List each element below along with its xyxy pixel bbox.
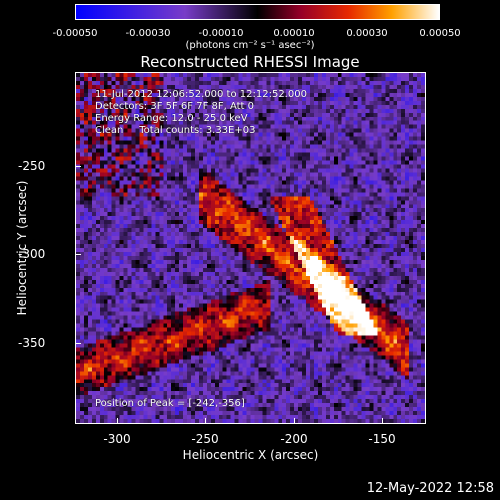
colorbar-units: (photons cm⁻² s⁻¹ asec⁻²) xyxy=(185,40,315,51)
y-axis-label: Heliocentric Y (arcsec) xyxy=(15,180,29,316)
colorbar xyxy=(75,4,440,20)
x-tick-label: -300 xyxy=(103,432,131,446)
clean-counts-text: Clean Total counts: 3.33E+03 xyxy=(95,125,256,136)
x-tick-mark xyxy=(117,418,118,424)
x-tick-mark xyxy=(205,418,206,424)
detectors-text: Detectors: 3F 5F 6F 7F 8F, Att 0 xyxy=(95,101,255,112)
x-tick-label: -150 xyxy=(368,432,396,446)
y-tick-mark xyxy=(75,166,81,167)
heatmap-image xyxy=(76,73,425,423)
timestamp: 12-May-2022 12:58 xyxy=(366,481,494,496)
energy-range-text: Energy Range: 12.0 - 25.0 keV xyxy=(95,113,248,124)
colorbar-tick-label: -0.00010 xyxy=(198,28,244,39)
y-tick-label: -350 xyxy=(18,336,46,350)
solar-image-plot: 11-Jul-2012 12:06:52.000 to 12:12:52.000… xyxy=(75,72,426,424)
colorbar-tick-label: 0.00010 xyxy=(273,28,315,39)
observation-time: 11-Jul-2012 12:06:52.000 to 12:12:52.000 xyxy=(95,89,307,100)
y-tick-label: -300 xyxy=(18,247,46,261)
x-tick-label: -250 xyxy=(191,432,219,446)
colorbar-tick-label: 0.00030 xyxy=(346,28,388,39)
y-tick-label: -250 xyxy=(18,159,46,173)
y-tick-mark xyxy=(75,343,81,344)
colorbar-tick-label: -0.00030 xyxy=(125,28,171,39)
image-title: Reconstructed RHESSI Image xyxy=(140,53,360,71)
x-tick-mark xyxy=(294,418,295,424)
x-tick-label: -200 xyxy=(280,432,308,446)
colorbar-tick-label: 0.00050 xyxy=(419,28,461,39)
x-axis-label: Heliocentric X (arcsec) xyxy=(182,448,319,462)
peak-position-text: Position of Peak = [-242,-356] xyxy=(95,398,245,409)
colorbar-tick-label: -0.00050 xyxy=(52,28,98,39)
x-tick-mark xyxy=(382,418,383,424)
y-tick-mark xyxy=(75,254,81,255)
